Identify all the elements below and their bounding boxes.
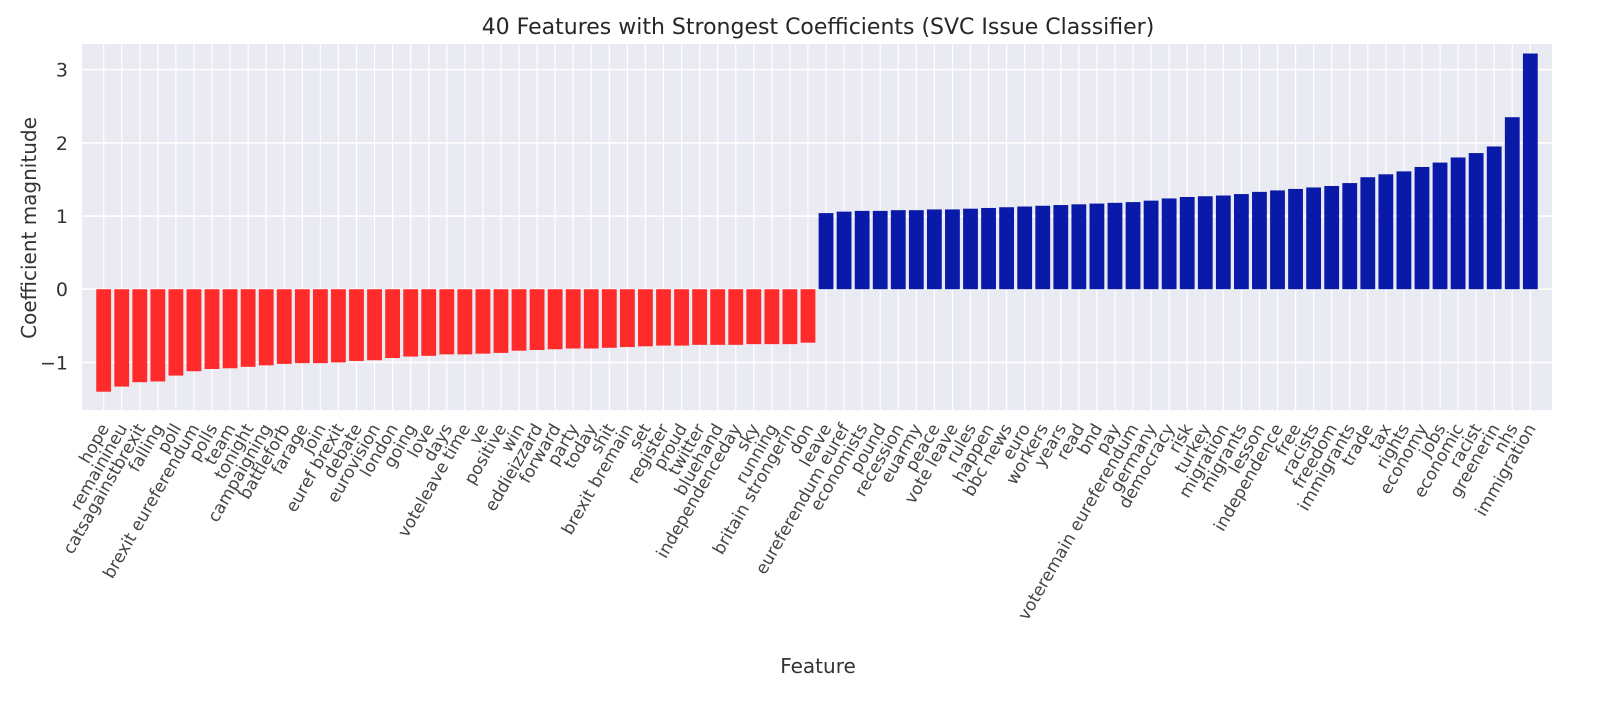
bar xyxy=(601,289,617,348)
bar xyxy=(96,289,112,392)
bar xyxy=(312,289,328,364)
bar xyxy=(854,210,870,290)
bar xyxy=(1378,174,1394,290)
bars xyxy=(96,53,1538,392)
bar xyxy=(529,289,545,350)
y-tick-label: 0 xyxy=(56,279,68,301)
bar xyxy=(204,289,220,370)
bar xyxy=(583,289,599,349)
bar xyxy=(150,289,166,382)
bar xyxy=(872,210,888,290)
y-tick-label: 1 xyxy=(56,206,68,228)
bar xyxy=(1324,186,1340,290)
bar xyxy=(547,289,563,350)
bar xyxy=(565,289,581,349)
bar xyxy=(1432,162,1448,290)
bar xyxy=(746,289,762,345)
bar xyxy=(782,289,798,345)
bar xyxy=(403,289,419,357)
bar xyxy=(493,289,509,353)
bar xyxy=(1017,206,1033,290)
y-axis-label: Coefficient magnitude xyxy=(17,117,41,339)
bar xyxy=(1179,196,1195,290)
bar xyxy=(1071,204,1087,290)
bar xyxy=(439,289,455,355)
bar xyxy=(1197,196,1213,290)
bar xyxy=(1125,202,1141,290)
bar xyxy=(619,289,635,348)
bar xyxy=(240,289,256,367)
bar xyxy=(1414,166,1430,290)
bar xyxy=(132,289,148,383)
bar xyxy=(475,289,491,354)
bar xyxy=(908,210,924,290)
bar xyxy=(674,289,689,346)
y-tick-labels: −1 0 1 2 3 xyxy=(40,60,68,375)
bar xyxy=(1396,171,1412,290)
bar xyxy=(349,289,364,361)
bar xyxy=(1252,191,1267,290)
bar xyxy=(1360,177,1376,290)
bar xyxy=(186,289,202,372)
bar xyxy=(836,211,852,290)
bar xyxy=(1342,183,1358,290)
bar xyxy=(1161,198,1177,290)
bar xyxy=(1035,205,1051,290)
bar xyxy=(710,289,726,345)
bar xyxy=(331,289,346,363)
y-tick-label: −1 xyxy=(40,352,68,374)
bar xyxy=(385,289,401,359)
bar xyxy=(1143,200,1159,290)
bar xyxy=(1504,117,1520,290)
bar xyxy=(945,209,960,290)
bar xyxy=(999,207,1015,290)
bar xyxy=(890,210,906,290)
bar xyxy=(294,289,310,364)
bar xyxy=(168,289,184,376)
bar xyxy=(222,289,238,369)
bar xyxy=(963,208,978,290)
y-tick-label: 2 xyxy=(56,133,68,155)
bar xyxy=(114,289,130,387)
bar xyxy=(258,289,274,366)
bar xyxy=(800,289,816,343)
bar xyxy=(1053,205,1069,290)
bar xyxy=(1107,202,1123,290)
bar xyxy=(1468,153,1484,290)
bar xyxy=(457,289,473,355)
y-tick-label: 3 xyxy=(56,60,68,82)
bar xyxy=(818,213,834,290)
bar xyxy=(1233,194,1249,290)
bar xyxy=(656,289,671,346)
bar xyxy=(728,289,744,345)
bar xyxy=(1450,157,1466,290)
bar xyxy=(1522,53,1538,290)
bar xyxy=(421,289,437,356)
bar xyxy=(1288,188,1303,290)
bar xyxy=(1486,146,1502,290)
bar xyxy=(367,289,382,361)
bar xyxy=(981,207,996,290)
chart-title: 40 Features with Strongest Coefficients … xyxy=(482,15,1155,40)
bar xyxy=(692,289,708,345)
x-axis-label: Feature xyxy=(780,654,856,678)
bar xyxy=(511,289,527,351)
bar xyxy=(276,289,292,364)
bar xyxy=(638,289,653,347)
bar xyxy=(926,209,942,290)
bar xyxy=(764,289,780,345)
bar xyxy=(1306,187,1322,290)
bar xyxy=(1215,195,1231,290)
bar xyxy=(1089,203,1105,290)
bar xyxy=(1270,190,1285,290)
x-tick-labels: hoperemainineucatsagainstbrexitfallingpo… xyxy=(59,420,1540,624)
